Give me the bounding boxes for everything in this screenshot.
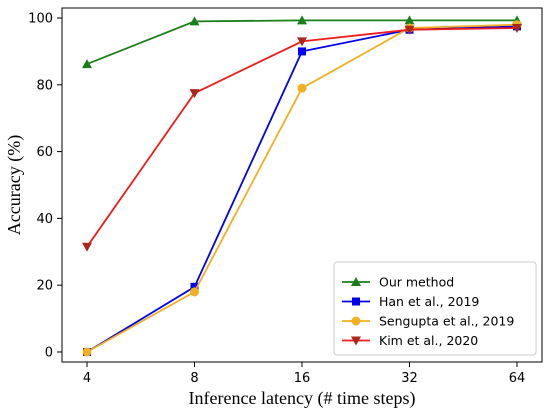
legend-marker bbox=[351, 336, 361, 346]
legend-marker bbox=[352, 297, 360, 306]
y-tick-label: 20 bbox=[36, 279, 53, 294]
data-point bbox=[297, 83, 307, 93]
y-tick-label: 60 bbox=[36, 145, 53, 160]
legend-entry: Sengupta et al., 2019 bbox=[342, 314, 514, 329]
legend-entry: Kim et al., 2020 bbox=[342, 333, 478, 348]
legend-label: Kim et al., 2020 bbox=[379, 333, 478, 348]
legend-label: Han et al., 2019 bbox=[379, 294, 479, 309]
series-layer bbox=[82, 15, 522, 357]
data-point bbox=[512, 24, 522, 34]
y-tick-label: 80 bbox=[36, 78, 53, 93]
series-4 bbox=[82, 24, 522, 252]
legend-marker bbox=[351, 277, 361, 286]
data-point bbox=[404, 15, 415, 25]
legend-entry: Our method bbox=[342, 275, 454, 290]
data-point bbox=[298, 47, 306, 56]
data-point bbox=[297, 37, 307, 47]
legend-marker bbox=[351, 316, 361, 326]
x-tick-label: 8 bbox=[190, 371, 198, 386]
data-point bbox=[82, 59, 92, 69]
x-axis: 4 8 16 32 64 bbox=[83, 362, 525, 386]
x-tick-label: 4 bbox=[83, 371, 91, 386]
legend-box bbox=[333, 261, 537, 356]
y-tick-label: 40 bbox=[36, 212, 53, 227]
x-tick-label: 16 bbox=[294, 371, 311, 386]
legend-entry: Han et al., 2019 bbox=[342, 294, 479, 309]
data-point bbox=[189, 16, 200, 26]
data-point bbox=[82, 242, 92, 252]
legend: Our method Han et al., 2019 Sengupta et al… bbox=[333, 261, 537, 356]
data-point bbox=[82, 347, 92, 357]
y-axis: 0 20 40 60 80 100 bbox=[28, 12, 62, 360]
legend-label: Our method bbox=[379, 275, 454, 290]
x-tick-label: 64 bbox=[509, 371, 526, 386]
legend-label: Sengupta et al., 2019 bbox=[379, 314, 514, 329]
x-tick-label: 32 bbox=[401, 371, 418, 386]
y-tick-label: 0 bbox=[45, 345, 53, 360]
y-axis-label: Accuracy (%) bbox=[4, 135, 25, 235]
data-point bbox=[404, 25, 415, 35]
data-point bbox=[190, 282, 199, 291]
data-point bbox=[297, 15, 307, 25]
data-point bbox=[190, 287, 199, 297]
x-axis-label: Inference latency (# time steps) bbox=[189, 388, 416, 409]
y-tick-label: 100 bbox=[28, 12, 53, 27]
data-point bbox=[189, 89, 200, 99]
